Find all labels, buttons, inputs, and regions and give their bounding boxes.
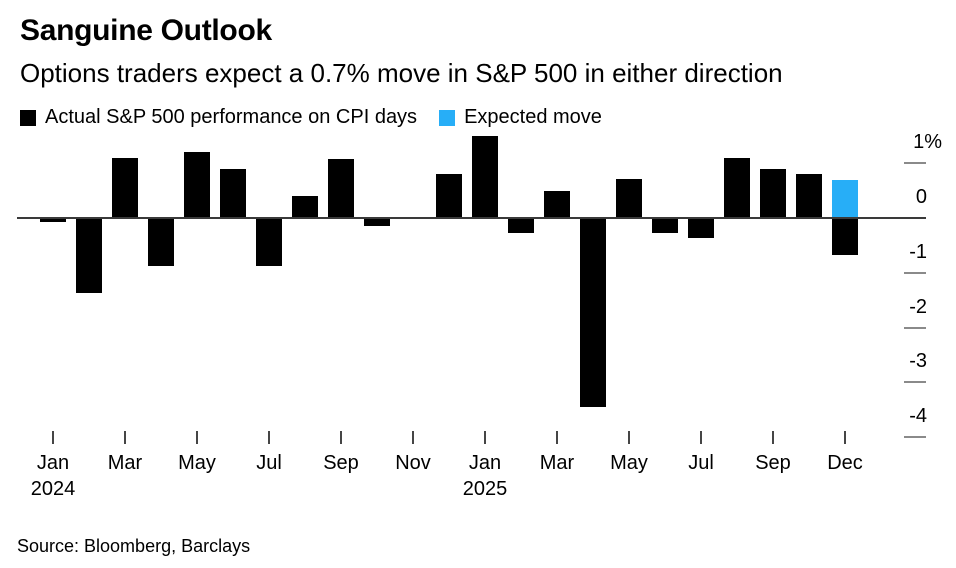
x-tick-may [196, 431, 198, 444]
y-label-0: 0 [915, 186, 927, 208]
bar-apr-2025 [580, 218, 606, 408]
bar-mar-2025 [544, 190, 570, 218]
y-tick--1 [904, 271, 926, 274]
x-tick-jul [268, 431, 270, 444]
x-tick-sep [772, 431, 774, 444]
bar-sep-2025 [760, 169, 786, 218]
y-tick--2 [904, 326, 926, 329]
source-note: Source: Bloomberg, Barclays [17, 536, 251, 556]
x-label-nov: Nov [395, 452, 431, 474]
bar-jul-2025 [688, 218, 714, 239]
x-label-jan-2024: Jan [36, 452, 70, 474]
x-label-jan-2025: Jan [468, 452, 502, 474]
y-label--2: -2 [909, 295, 927, 318]
x-tick-mar [124, 431, 126, 444]
x-label-jul: Jul [256, 452, 282, 474]
expected-move-bar-dec-2025 [832, 179, 858, 218]
bar-jan-2024 [40, 218, 66, 222]
bar-feb-2024 [76, 218, 102, 294]
x-tick-jan-2024 [52, 431, 54, 444]
y-tick--3 [904, 381, 926, 384]
x-tick-jan-2025 [484, 431, 486, 444]
legend-swatch-actual-icon [20, 109, 36, 126]
y-tick-1% [904, 162, 926, 165]
bar-aug-2025 [724, 158, 750, 218]
x-year-label-2024: 2024 [30, 478, 76, 500]
bar-dec-2024 [436, 174, 462, 218]
bar-mar-2024 [112, 157, 138, 218]
y-label--3: -3 [909, 350, 927, 373]
bar-may-2024 [184, 152, 210, 218]
x-label-sep: Sep [755, 452, 791, 474]
legend-swatch-expected-icon [439, 109, 456, 126]
bar-jan-2025 [472, 135, 498, 218]
legend-item-actual: Actual S&P 500 performance on CPI days [20, 106, 417, 129]
legend-label-expected: Expected move [464, 106, 602, 128]
bar-apr-2024 [148, 218, 174, 267]
zero-axis-line [17, 217, 926, 219]
x-label-may: May [610, 452, 648, 474]
page-title: Sanguine Outlook [20, 14, 272, 47]
x-tick-mar [556, 431, 558, 444]
legend-item-expected: Expected move [439, 106, 602, 129]
bar-aug-2024 [292, 196, 318, 218]
chart-subtitle: Options traders expect a 0.7% move in S&… [20, 58, 783, 88]
bar-dec-2025 [832, 218, 858, 256]
x-tick-dec [844, 431, 846, 444]
y-label-1%: 1% [913, 131, 942, 154]
x-label-sep: Sep [323, 452, 359, 474]
bar-oct-2025 [796, 173, 822, 218]
x-tick-nov [412, 431, 414, 444]
bar-sep-2024 [328, 158, 354, 218]
y-tick--4 [904, 436, 926, 439]
x-label-mar: Mar [107, 452, 143, 474]
x-tick-jul [700, 431, 702, 444]
x-tick-may [628, 431, 630, 444]
legend-label-actual: Actual S&P 500 performance on CPI days [45, 106, 418, 128]
x-label-jul: Jul [688, 452, 714, 474]
bar-jun-2025 [652, 218, 678, 234]
legend: Actual S&P 500 performance on CPI days E… [20, 106, 602, 129]
bar-may-2025 [616, 179, 642, 218]
x-label-dec: Dec [827, 452, 863, 474]
bar-oct-2024 [364, 218, 390, 227]
y-label--4: -4 [909, 405, 927, 428]
x-label-may: May [178, 452, 216, 474]
y-label--1: -1 [909, 240, 927, 263]
x-label-mar: Mar [539, 452, 575, 474]
bar-jun-2024 [220, 168, 246, 218]
x-tick-sep [340, 431, 342, 444]
bar-jul-2024 [256, 218, 282, 267]
x-year-label-2025: 2025 [462, 478, 508, 500]
bar-feb-2025 [508, 218, 534, 234]
